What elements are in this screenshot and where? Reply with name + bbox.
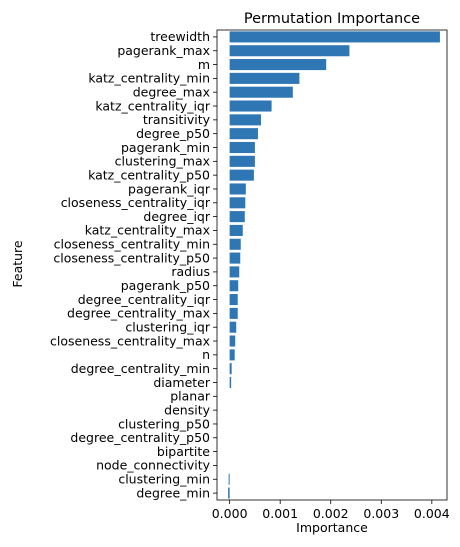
bar-clustering_iqr bbox=[229, 321, 237, 333]
bar-degree_max bbox=[229, 86, 293, 98]
bar-n bbox=[229, 349, 235, 361]
axes-frame bbox=[216, 29, 448, 501]
y-tick-label: node_connectivity bbox=[96, 458, 211, 473]
x-tick-label: 0.003 bbox=[363, 506, 399, 521]
y-tick-label: closeness_centrality_p50 bbox=[53, 250, 210, 265]
y-tick-label: katz_centrality_min bbox=[88, 71, 210, 86]
y-tick-label: degree_centrality_iqr bbox=[78, 292, 211, 307]
y-tick-label: degree_p50 bbox=[136, 126, 210, 141]
bar-m bbox=[229, 59, 327, 71]
bar-degree_min bbox=[228, 487, 230, 499]
bar-degree_iqr bbox=[229, 211, 245, 223]
x-tick-label: 0.002 bbox=[313, 506, 349, 521]
x-tick-label: 0.001 bbox=[262, 506, 298, 521]
y-tick-label: clustering_max bbox=[115, 154, 210, 169]
bar-clustering_max bbox=[229, 155, 255, 167]
y-tick-label: degree_iqr bbox=[143, 209, 210, 224]
y-tick-label: treewidth bbox=[150, 29, 210, 44]
y-tick-label: density bbox=[164, 402, 210, 417]
y-tick-label: n bbox=[202, 347, 210, 362]
bar-pagerank_iqr bbox=[229, 183, 246, 195]
y-tick-label: katz_centrality_max bbox=[85, 223, 210, 238]
y-tick-label: degree_centrality_max bbox=[67, 306, 210, 321]
bar-transitivity bbox=[229, 114, 261, 126]
y-tick-label: closeness_centrality_iqr bbox=[61, 195, 211, 210]
x-tick-label: 0.004 bbox=[414, 506, 450, 521]
y-tick-label: closeness_centrality_max bbox=[50, 333, 210, 348]
y-tick-label: pagerank_min bbox=[121, 140, 210, 155]
bar-katz_centrality_iqr bbox=[229, 100, 272, 112]
bar-degree_centrality_iqr bbox=[229, 294, 238, 306]
bar-degree_p50 bbox=[229, 128, 258, 140]
y-tick-label: pagerank_p50 bbox=[121, 278, 210, 293]
bar-degree_centrality_min bbox=[229, 363, 232, 375]
y-tick-label: katz_centrality_p50 bbox=[88, 167, 210, 182]
y-tick-label: clustering_p50 bbox=[118, 416, 210, 431]
y-tick-label: clustering_min bbox=[118, 472, 210, 487]
y-tick-label: degree_max bbox=[133, 85, 210, 100]
bar-closeness_centrality_p50 bbox=[229, 252, 241, 264]
bar-treewidth bbox=[229, 31, 440, 43]
bar-pagerank_max bbox=[229, 45, 350, 57]
bar-closeness_centrality_max bbox=[229, 335, 236, 347]
plot-area: treewidthpagerank_maxmkatz_centrality_mi… bbox=[50, 29, 450, 521]
y-tick-label: degree_min bbox=[136, 485, 210, 500]
y-tick-label: closeness_centrality_min bbox=[54, 237, 210, 252]
bar-closeness_centrality_iqr bbox=[229, 197, 246, 209]
bar-diameter bbox=[229, 376, 232, 389]
bar-pagerank_min bbox=[229, 141, 255, 154]
y-tick-label: pagerank_max bbox=[117, 43, 210, 58]
y-tick-label: radius bbox=[171, 264, 210, 279]
x-axis-label: Importance bbox=[296, 520, 368, 535]
y-tick-label: katz_centrality_iqr bbox=[95, 98, 210, 113]
y-tick-label: clustering_iqr bbox=[125, 320, 210, 335]
y-axis-label: Feature bbox=[10, 240, 25, 288]
bar-katz_centrality_min bbox=[229, 72, 300, 84]
y-tick-label: m bbox=[198, 57, 210, 72]
bar-clustering_min bbox=[228, 473, 230, 485]
bar-closeness_centrality_min bbox=[229, 238, 241, 250]
y-tick-label: bipartite bbox=[157, 444, 210, 459]
y-tick-label: diameter bbox=[153, 375, 211, 390]
y-tick-label: transitivity bbox=[143, 112, 211, 127]
bar-radius bbox=[229, 266, 240, 278]
bar-katz_centrality_p50 bbox=[229, 169, 254, 181]
y-tick-label: planar bbox=[170, 389, 211, 404]
bar-pagerank_p50 bbox=[229, 280, 239, 292]
bar-katz_centrality_max bbox=[229, 224, 243, 236]
chart-title: Permutation Importance bbox=[244, 11, 420, 27]
y-tick-label: degree_centrality_min bbox=[71, 361, 210, 376]
y-tick-label: degree_centrality_p50 bbox=[70, 430, 210, 445]
y-tick-label: pagerank_iqr bbox=[128, 181, 211, 196]
x-tick-label: 0.000 bbox=[212, 506, 248, 521]
bar-degree_centrality_max bbox=[229, 307, 238, 319]
